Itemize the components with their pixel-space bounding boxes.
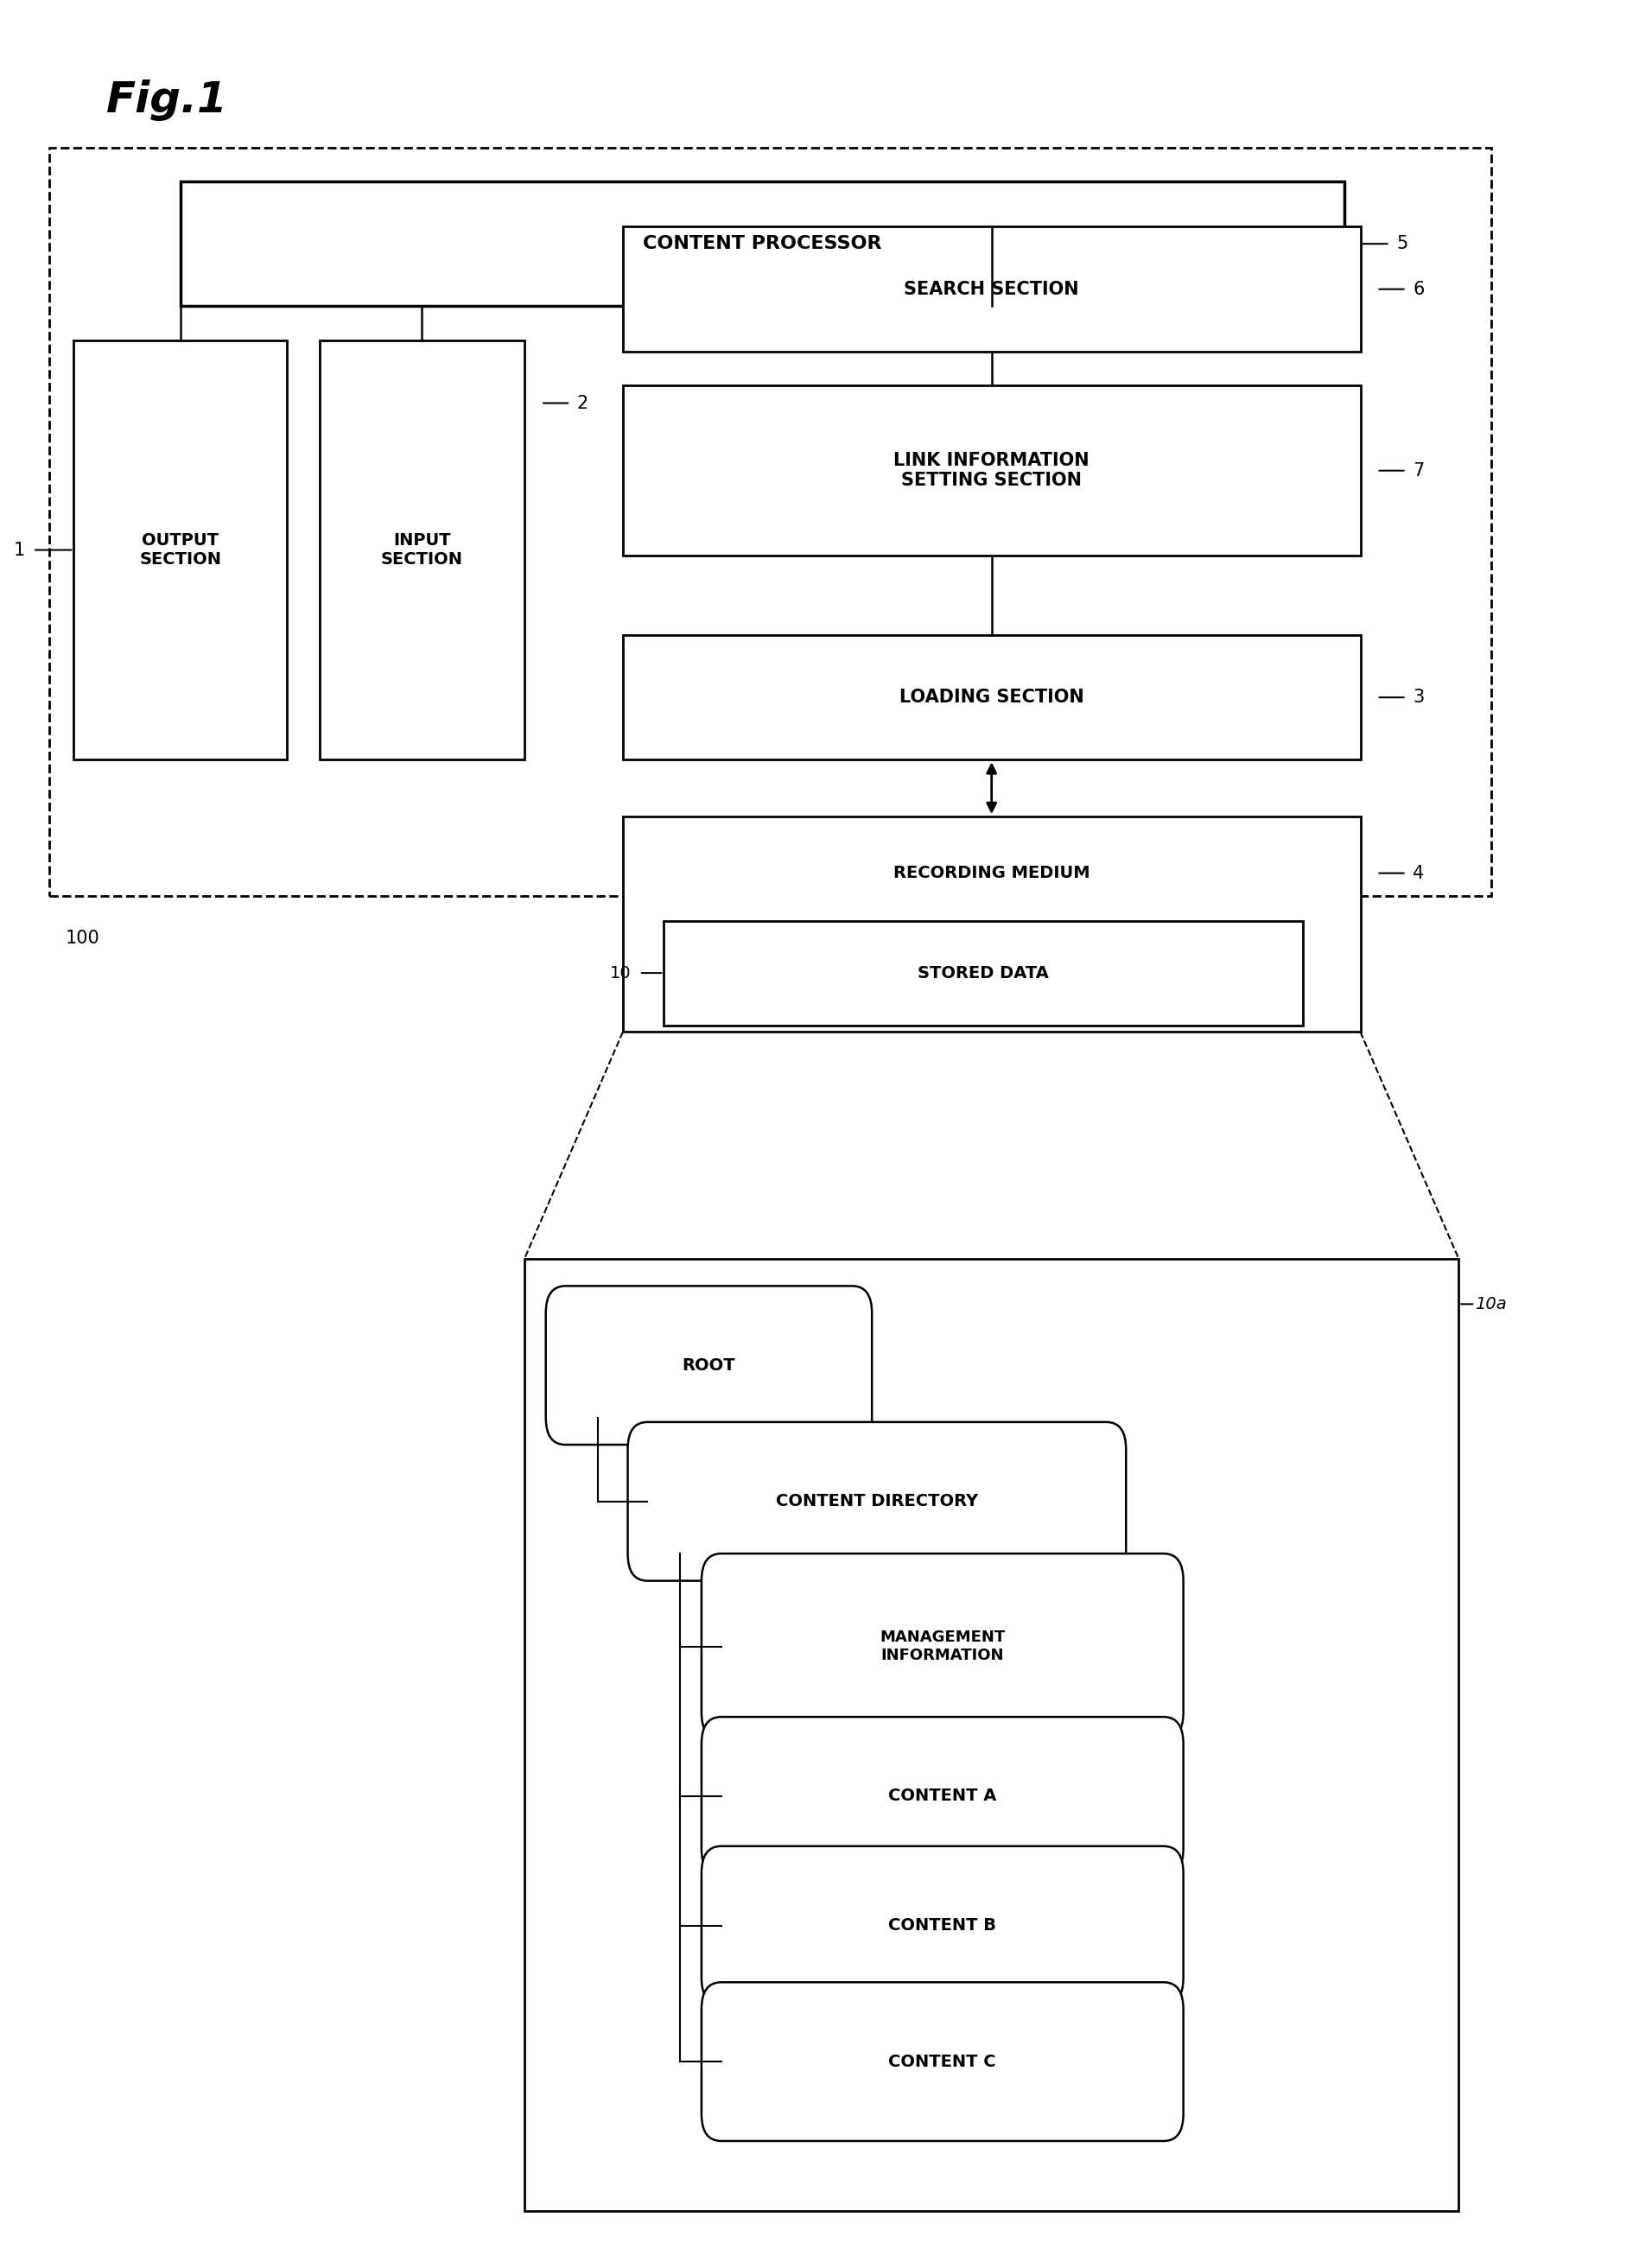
Text: 7: 7	[1413, 463, 1424, 479]
Text: STORED DATA: STORED DATA	[918, 964, 1049, 982]
Bar	[49, 147, 1491, 896]
Text: 6: 6	[1413, 281, 1424, 297]
Text: 5: 5	[1396, 236, 1408, 252]
Text: CONTENT A: CONTENT A	[888, 1787, 997, 1805]
Text: CONTENT DIRECTORY: CONTENT DIRECTORY	[775, 1492, 978, 1510]
Text: MANAGEMENT
INFORMATION: MANAGEMENT INFORMATION	[880, 1631, 1005, 1662]
Bar	[180, 181, 1344, 306]
Bar	[664, 921, 1303, 1025]
Text: CONTENT B: CONTENT B	[888, 1916, 997, 1935]
Bar	[623, 386, 1360, 556]
FancyBboxPatch shape	[701, 1554, 1183, 1740]
Text: OUTPUT
SECTION: OUTPUT SECTION	[139, 533, 221, 567]
Text: LINK INFORMATION
SETTING SECTION: LINK INFORMATION SETTING SECTION	[893, 451, 1090, 490]
FancyBboxPatch shape	[701, 1982, 1183, 2141]
FancyBboxPatch shape	[701, 1717, 1183, 1876]
Bar	[320, 340, 524, 760]
Text: 100: 100	[66, 930, 100, 948]
Text: Fig.1: Fig.1	[107, 79, 228, 120]
Text: 1: 1	[13, 542, 25, 558]
Text: INPUT
SECTION: INPUT SECTION	[380, 533, 464, 567]
Bar	[524, 1259, 1459, 2211]
Text: RECORDING MEDIUM: RECORDING MEDIUM	[893, 864, 1090, 882]
Text: SEARCH SECTION: SEARCH SECTION	[905, 281, 1078, 297]
Text: 4: 4	[1413, 864, 1424, 882]
Text: LOADING SECTION: LOADING SECTION	[900, 689, 1083, 705]
Bar	[74, 340, 287, 760]
FancyBboxPatch shape	[628, 1422, 1126, 1581]
Text: CONTENT PROCESSOR: CONTENT PROCESSOR	[642, 236, 882, 252]
Bar	[623, 816, 1360, 1032]
FancyBboxPatch shape	[701, 1846, 1183, 2005]
Text: 10a: 10a	[1475, 1295, 1506, 1313]
Bar	[623, 227, 1360, 352]
Text: 2: 2	[577, 395, 588, 413]
Bar	[623, 635, 1360, 760]
Text: 10: 10	[610, 964, 631, 982]
FancyBboxPatch shape	[546, 1286, 872, 1445]
Text: CONTENT C: CONTENT C	[888, 2053, 997, 2071]
Text: 3: 3	[1413, 689, 1424, 705]
Text: ROOT: ROOT	[682, 1356, 736, 1374]
